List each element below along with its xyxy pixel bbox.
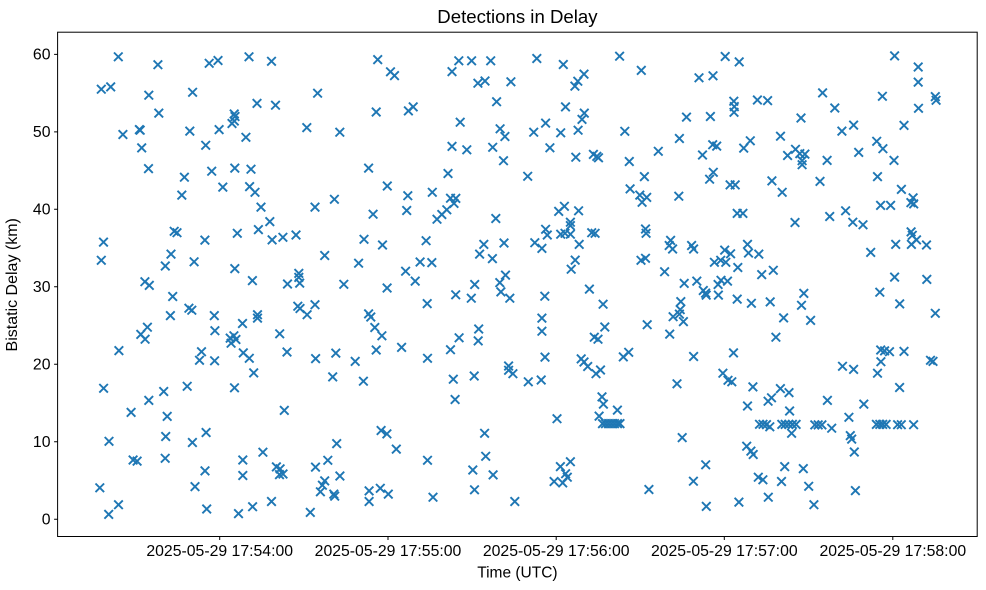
svg-text:40: 40 bbox=[33, 202, 51, 219]
svg-text:2025-05-29 17:58:00: 2025-05-29 17:58:00 bbox=[819, 543, 966, 560]
svg-text:50: 50 bbox=[33, 124, 51, 141]
svg-text:10: 10 bbox=[33, 434, 51, 451]
svg-text:2025-05-29 17:54:00: 2025-05-29 17:54:00 bbox=[146, 543, 293, 560]
svg-text:0: 0 bbox=[42, 512, 51, 529]
svg-text:Bistatic Delay (km): Bistatic Delay (km) bbox=[4, 218, 21, 351]
svg-text:Detections in Delay: Detections in Delay bbox=[437, 6, 598, 27]
svg-text:20: 20 bbox=[33, 357, 51, 374]
svg-text:2025-05-29 17:57:00: 2025-05-29 17:57:00 bbox=[651, 543, 798, 560]
svg-text:2025-05-29 17:55:00: 2025-05-29 17:55:00 bbox=[315, 543, 462, 560]
svg-text:2025-05-29 17:56:00: 2025-05-29 17:56:00 bbox=[483, 543, 630, 560]
svg-text:Time (UTC): Time (UTC) bbox=[477, 565, 557, 582]
svg-text:30: 30 bbox=[33, 279, 51, 296]
svg-text:60: 60 bbox=[33, 47, 51, 64]
